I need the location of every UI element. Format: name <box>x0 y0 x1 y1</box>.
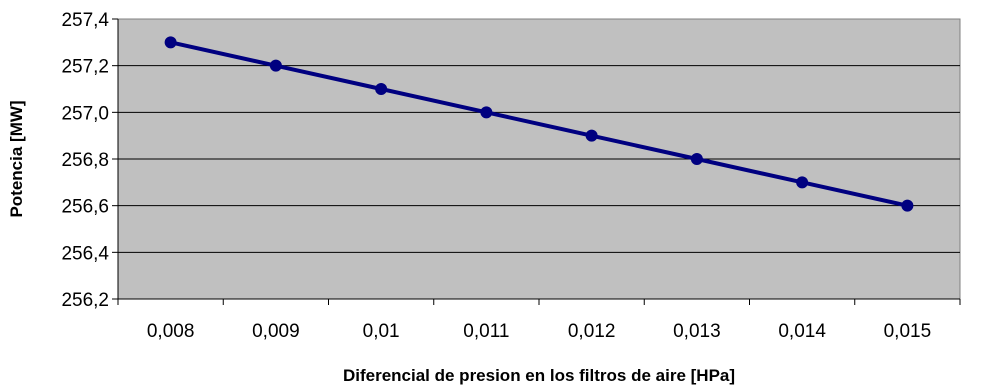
x-axis-title: Diferencial de presion en los filtros de… <box>343 366 735 385</box>
data-point <box>901 199 914 212</box>
y-tick-label: 257,0 <box>61 103 109 124</box>
x-tick-label: 0,008 <box>147 321 195 342</box>
series-line <box>170 40 908 208</box>
data-point <box>796 176 809 189</box>
x-tick-label: 0,014 <box>778 321 826 342</box>
gridlines <box>118 65 960 253</box>
x-tick-label: 0,015 <box>884 321 932 342</box>
axes <box>112 18 961 305</box>
tick-labels: 256,2 256,4 256,6 256,8 257,0 257,2 257,4 0,008… <box>61 10 931 342</box>
data-point <box>480 106 493 119</box>
x-tick-label: 0,009 <box>252 321 300 342</box>
x-tick-label: 0,012 <box>568 321 616 342</box>
series-group <box>164 36 914 212</box>
y-tick-label: 256,2 <box>61 290 109 311</box>
data-point <box>585 129 598 142</box>
y-tick-label: 256,4 <box>61 243 109 264</box>
y-tick-label: 257,2 <box>61 57 109 78</box>
y-axis-title: Potencia [MW] <box>7 100 26 217</box>
data-point <box>164 36 177 49</box>
data-point <box>375 83 388 95</box>
y-tick-label: 256,8 <box>61 150 109 171</box>
x-tick-label: 0,011 <box>463 321 509 342</box>
data-point <box>269 59 282 72</box>
x-tick-label: 0,013 <box>673 321 721 342</box>
y-tick-label: 257,4 <box>61 10 109 31</box>
y-tick-label: 256,6 <box>61 197 109 218</box>
data-point <box>690 153 703 165</box>
x-tick-label: 0,01 <box>363 321 400 342</box>
